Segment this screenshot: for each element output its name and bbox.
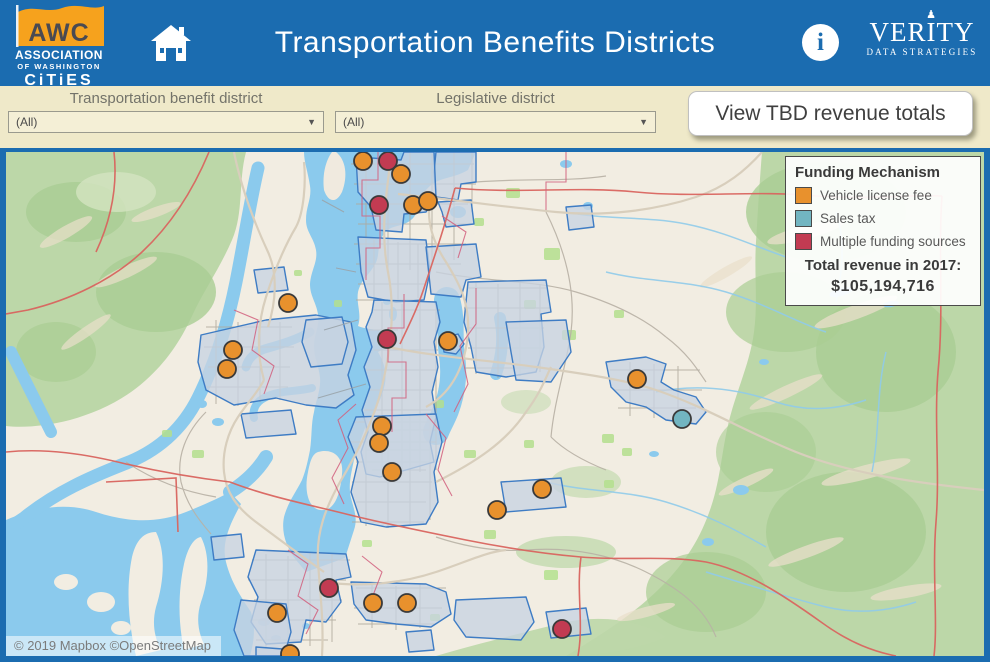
verity-tagline: DATA STRATEGIES [866, 47, 978, 58]
tbd-marker[interactable] [353, 152, 373, 171]
tbd-marker[interactable] [672, 409, 692, 429]
tbd-marker[interactable] [267, 603, 287, 623]
multiple-funding-sources-swatch [795, 233, 812, 250]
legend-item-vehicle-license-fee[interactable]: Vehicle license fee [795, 187, 971, 204]
awc-of-washington: OF WASHINGTON [17, 62, 101, 71]
vehicle-license-fee-swatch [795, 187, 812, 204]
legislative-filter-value: (All) [343, 115, 365, 129]
legislative-filter-dropdown[interactable]: (All) ▼ [335, 111, 656, 133]
legend-item-label: Vehicle license fee [820, 188, 932, 203]
tbd-marker[interactable] [363, 593, 383, 613]
home-icon [151, 25, 191, 61]
highways [222, 152, 984, 656]
verity-logo: VERI ♟ TY DATA STRATEGIES [862, 9, 982, 58]
tbd-marker[interactable] [369, 433, 389, 453]
total-revenue-value: $105,194,716 [831, 278, 935, 295]
tbd-marker[interactable] [552, 619, 572, 639]
tbd-markers [217, 152, 692, 656]
chevron-down-icon: ▼ [307, 117, 316, 127]
total-revenue-label: Total revenue in 2017: [804, 257, 962, 274]
tbd-marker[interactable] [487, 500, 507, 520]
map-container[interactable]: Funding Mechanism Vehicle license fee Sa… [6, 152, 984, 656]
legend-item-sales-tax[interactable]: Sales tax [795, 210, 971, 227]
awc-cities: CiTiES [24, 72, 94, 89]
tbd-marker[interactable] [378, 152, 398, 171]
rural-roads [125, 175, 717, 638]
sales-tax-swatch [795, 210, 812, 227]
tbd-marker[interactable] [627, 369, 647, 389]
filter-bar: Transportation benefit district (All) ▼ … [0, 86, 990, 148]
tbd-marker[interactable] [369, 195, 389, 215]
legend-item-multiple-funding-sources[interactable]: Multiple funding sources [795, 233, 971, 250]
tbd-marker[interactable] [397, 593, 417, 613]
tbd-marker[interactable] [223, 340, 243, 360]
chess-pawn-icon: ♟ [926, 9, 937, 21]
legislative-filter-label: Legislative district [436, 90, 555, 107]
legend-item-label: Sales tax [820, 211, 876, 226]
tbd-marker[interactable] [319, 578, 339, 598]
view-revenue-totals-button[interactable]: View TBD revenue totals [688, 91, 973, 136]
map-attribution: © 2019 Mapbox ©OpenStreetMap [6, 636, 221, 656]
awc-acronym: AWC [28, 19, 90, 47]
awc-flag-icon: AWC [12, 3, 106, 47]
tbd-marker[interactable] [280, 644, 300, 656]
awc-logo: AWC ASSOCIATION OF WASHINGTON CiTiES [8, 3, 110, 89]
verity-wordmark: VERI ♟ TY [869, 9, 975, 47]
legend-item-label: Multiple funding sources [820, 234, 966, 249]
home-button[interactable] [150, 22, 192, 64]
info-button[interactable]: i [802, 24, 839, 61]
tbd-marker[interactable] [532, 479, 552, 499]
tbd-filter-value: (All) [16, 115, 38, 129]
awc-association: ASSOCIATION [15, 48, 103, 62]
map-legend: Funding Mechanism Vehicle license fee Sa… [785, 156, 981, 306]
legend-title: Funding Mechanism [795, 164, 941, 181]
tbd-marker[interactable] [377, 329, 397, 349]
tbd-marker[interactable] [438, 331, 458, 351]
page-title: Transportation Benefits Districts [274, 26, 716, 59]
tbd-marker[interactable] [217, 359, 237, 379]
tbd-marker[interactable] [382, 462, 402, 482]
tbd-marker[interactable] [391, 164, 411, 184]
info-icon: i [817, 28, 824, 56]
tbd-marker[interactable] [418, 191, 438, 211]
tbd-filter-label: Transportation benefit district [69, 90, 263, 107]
terrain-olympics [6, 152, 246, 427]
tbd-filter-dropdown[interactable]: (All) ▼ [8, 111, 324, 133]
map-canvas[interactable] [6, 152, 984, 656]
app-header: AWC ASSOCIATION OF WASHINGTON CiTiES Tra… [0, 0, 990, 89]
ferry-routes [317, 199, 367, 399]
legislative-district-lines [233, 152, 567, 635]
chevron-down-icon: ▼ [639, 117, 648, 127]
tbd-marker[interactable] [278, 293, 298, 313]
tbd-marker[interactable] [372, 416, 392, 436]
